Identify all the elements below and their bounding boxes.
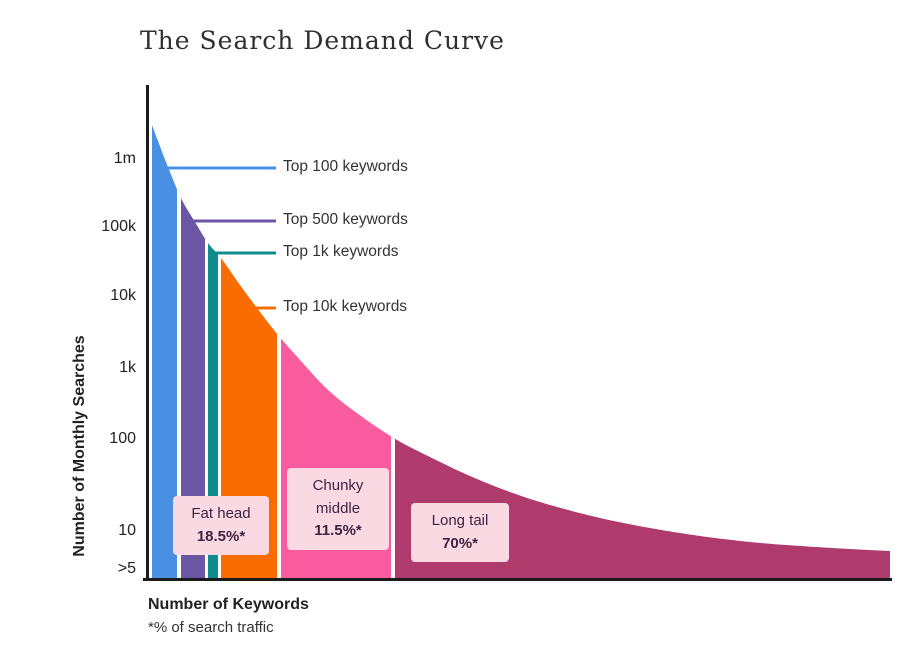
y-tick-label: 100k (101, 218, 136, 235)
y-tick-label: 1k (119, 359, 136, 376)
callout-label: Top 10k keywords (283, 298, 408, 315)
y-tick-label: 1m (113, 150, 136, 167)
region-box: Chunky middle 11.5%* (287, 468, 389, 550)
y-axis-line (146, 85, 149, 581)
y-tick-label: 10 (118, 522, 136, 539)
segment-top-500-keywords (181, 198, 205, 578)
callout-label: Top 1k keywords (283, 243, 399, 260)
y-tick-label: >5 (117, 560, 136, 577)
region-name: Chunky middle (312, 477, 364, 517)
region-traffic-share: 11.5%* (314, 522, 362, 539)
region-name: Long tail (431, 512, 489, 529)
traffic-footnote: *% of search traffic (148, 619, 274, 636)
region-box: Long tail 70%* (411, 503, 509, 562)
region-box: Fat head 18.5%* (173, 496, 269, 555)
region-traffic-share: 70%* (442, 534, 478, 552)
y-tick-label: 100 (109, 430, 136, 447)
callout-label: Top 500 keywords (283, 211, 408, 228)
chart-title: The Search Demand Curve (140, 26, 505, 55)
region-name: Fat head (191, 505, 251, 522)
x-axis-title: Number of Keywords (148, 596, 309, 613)
callout-label: Top 100 keywords (283, 158, 408, 175)
y-tick-label: 10k (110, 287, 136, 304)
segment-top-1k-keywords (208, 243, 218, 578)
x-axis-line (143, 578, 892, 581)
region-traffic-share: 18.5%* (196, 527, 246, 545)
segment-top-100-keywords (152, 125, 177, 578)
segment-long-tail (395, 438, 890, 578)
